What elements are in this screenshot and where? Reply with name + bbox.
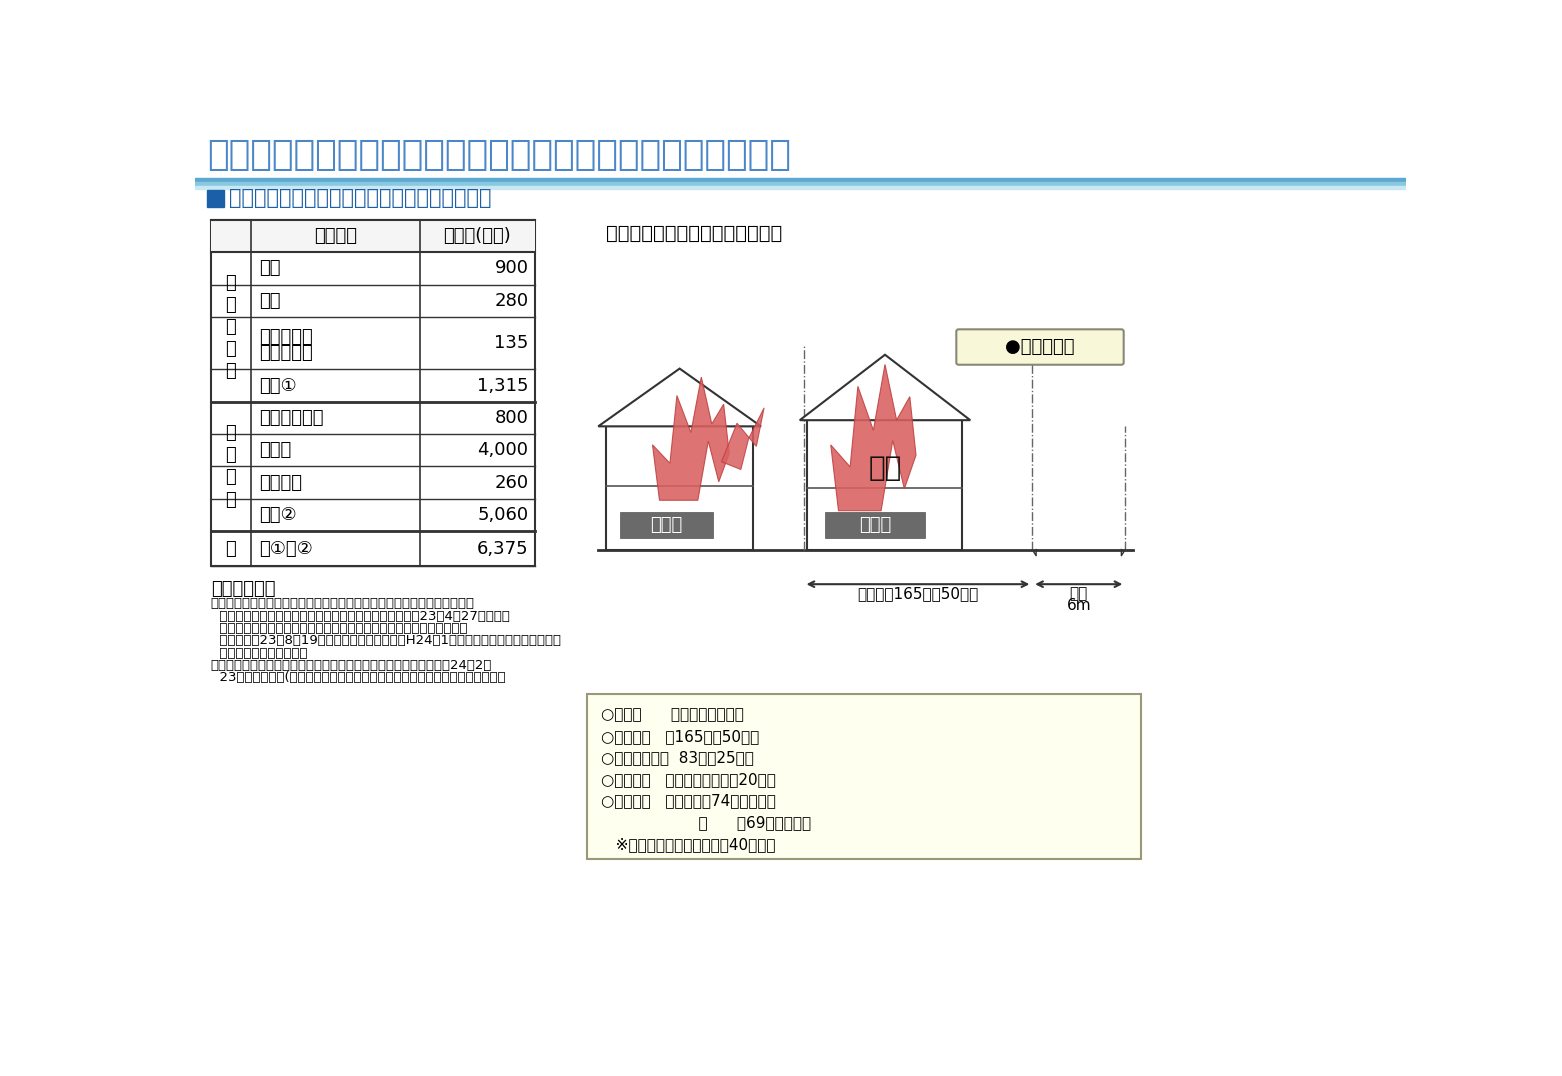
Polygon shape <box>653 377 729 500</box>
Bar <box>825 512 925 538</box>
Text: 火災による隣接家屋の全焼・死亡事故（想定）: 火災による隣接家屋の全焼・死亡事故（想定） <box>228 188 490 209</box>
Text: 死亡逸失利益: 死亡逸失利益 <box>259 409 323 427</box>
Text: 5,060: 5,060 <box>478 506 528 524</box>
Text: 空き家: 空き家 <box>650 515 683 534</box>
Text: ・物件損害は、国税庁の指示文書「東日本大震災に係る雑損控除の適用に: ・物件損害は、国税庁の指示文書「東日本大震災に係る雑損控除の適用に <box>211 597 475 610</box>
Text: 空き家発生による外部不経済の損害額の試算結果（その１）: 空き家発生による外部不経済の損害額の試算結果（その１） <box>206 138 790 171</box>
Text: 葬儀費用: 葬儀費用 <box>259 473 301 492</box>
Text: 準」（平成23年8月19日）、「建設施工単価（H24年1月）」（（一財）経済調査会）: 準」（平成23年8月19日）、「建設施工単価（H24年1月）」（（一財）経済調査… <box>211 634 561 648</box>
Text: 等に基づき、独自に試算: 等に基づき、独自に試算 <box>211 647 308 660</box>
Polygon shape <box>722 408 764 469</box>
Text: 隣　家: 隣 家 <box>859 515 890 534</box>
Text: 解体・処分: 解体・処分 <box>259 343 312 362</box>
Text: 妻      ：69歳（無職）: 妻 ：69歳（無職） <box>600 816 811 831</box>
Text: 焼失家屋の: 焼失家屋の <box>259 328 312 345</box>
Text: ○所在地      ：東京都（郊外）: ○所在地 ：東京都（郊外） <box>600 707 744 722</box>
Text: 800: 800 <box>495 409 528 427</box>
Text: 人
身
損
害: 人 身 損 害 <box>225 424 236 509</box>
Text: ○延べ床面積：  83㎡（25坪）: ○延べ床面積： 83㎡（25坪） <box>600 751 753 765</box>
Text: 物
件
損
害
等: 物 件 損 害 等 <box>225 273 236 381</box>
Text: 1,315: 1,315 <box>476 377 528 395</box>
Text: ○敷地面積   ：165㎡（50坪）: ○敷地面積 ：165㎡（50坪） <box>600 728 759 744</box>
Text: ※夫婦の何れも国民年金を40年完納: ※夫婦の何れも国民年金を40年完納 <box>600 837 775 852</box>
FancyBboxPatch shape <box>956 329 1123 365</box>
Text: 280: 280 <box>495 292 528 310</box>
Text: 住宅: 住宅 <box>259 259 280 278</box>
Text: 6,375: 6,375 <box>476 540 528 557</box>
Text: ●死亡：夫婦: ●死亡：夫婦 <box>1006 338 1075 356</box>
Text: 道路: 道路 <box>1070 585 1087 600</box>
Text: 計①＋②: 計①＋② <box>259 540 312 557</box>
Text: 境省の「廃棄物処理費の算定基準、倒壊家屋等の解体工事費の算定基: 境省の「廃棄物処理費の算定基準、倒壊家屋等の解体工事費の算定基 <box>211 622 467 635</box>
Text: 敷地面積165㎡（50坪）: 敷地面積165㎡（50坪） <box>858 586 978 601</box>
Bar <box>195 129 1406 180</box>
Bar <box>211 220 534 252</box>
Bar <box>206 190 223 207</box>
Text: 4,000: 4,000 <box>478 441 528 459</box>
Polygon shape <box>831 365 915 511</box>
Text: 全焼: 全焼 <box>868 454 901 482</box>
Bar <box>808 421 962 550</box>
Text: 損害額(万円): 損害額(万円) <box>444 227 511 245</box>
Text: 6m: 6m <box>1067 598 1092 613</box>
Polygon shape <box>598 369 761 426</box>
Bar <box>620 512 712 538</box>
Text: 135: 135 <box>494 335 528 352</box>
Text: 【試算方法】: 【試算方法】 <box>211 580 275 598</box>
Text: 【試算の前提とした被害モデル】: 【試算の前提とした被害モデル】 <box>606 224 783 243</box>
Bar <box>587 694 1140 859</box>
Text: 小計①: 小計① <box>259 377 297 395</box>
Polygon shape <box>800 355 970 421</box>
Bar <box>606 426 753 550</box>
Bar <box>195 179 1406 182</box>
Text: 損害区分: 損害区分 <box>314 227 358 245</box>
Bar <box>195 186 1406 189</box>
Bar <box>195 182 1406 186</box>
Text: ○建築時期   ：平成４年（築後20年）: ○建築時期 ：平成４年（築後20年） <box>600 773 775 787</box>
Text: 家財: 家財 <box>259 292 280 310</box>
Bar <box>211 220 534 566</box>
Text: ○居住世帯   ：世帯主：74歳（無職）: ○居住世帯 ：世帯主：74歳（無職） <box>600 794 775 809</box>
Text: 慰謝料: 慰謝料 <box>259 441 291 459</box>
Text: おける（損出額の合理的な計算方法について）」（平成23年4月27日）や環: おける（損出額の合理的な計算方法について）」（平成23年4月27日）や環 <box>211 610 509 623</box>
Text: 合: 合 <box>225 540 236 557</box>
Text: ・人身損害は、「交通事故損害算定基準－実務運用と解説－（平成24年2月: ・人身損害は、「交通事故損害算定基準－実務運用と解説－（平成24年2月 <box>211 659 492 671</box>
Text: 900: 900 <box>495 259 528 278</box>
Text: 小計②: 小計② <box>259 506 297 524</box>
Text: 23日改訂）」（(財）日弁連交通事故相談センター）等に基づき、独自に試算: 23日改訂）」（(財）日弁連交通事故相談センター）等に基づき、独自に試算 <box>211 671 506 684</box>
Text: 260: 260 <box>495 473 528 492</box>
